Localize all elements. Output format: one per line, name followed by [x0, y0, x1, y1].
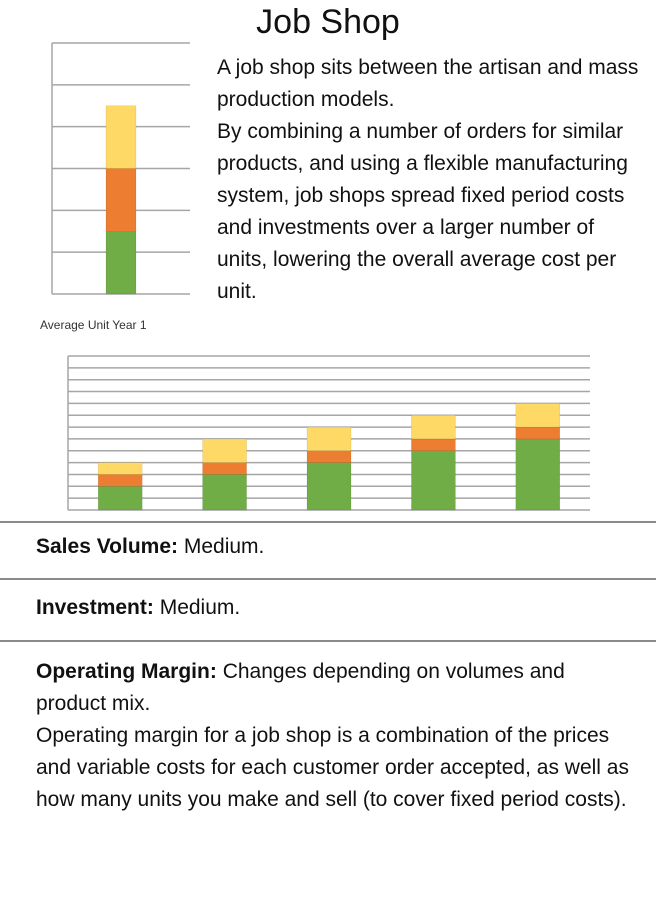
bar-segment	[411, 450, 456, 511]
bar-segment	[411, 438, 456, 452]
bar-segment	[97, 486, 143, 511]
bar-segment	[97, 462, 143, 475]
bar-segment	[202, 474, 247, 511]
bar-segment	[202, 462, 247, 475]
bar-segment	[411, 414, 456, 440]
bar-segment	[202, 438, 247, 463]
bar-segment	[306, 450, 352, 463]
bar-segment	[105, 168, 137, 232]
bar-segment	[105, 231, 137, 295]
investment-value: Medium.	[159, 596, 241, 619]
intro-paragraph-2: By combining a number of orders for simi…	[217, 120, 628, 303]
investment-label: Investment:	[36, 596, 154, 619]
bar-segment	[515, 438, 561, 511]
bar-segment	[306, 462, 352, 511]
operating-margin-detail: Operating margin for a job shop is a com…	[36, 724, 629, 811]
sales-volume-label: Sales Volume:	[36, 535, 178, 558]
operating-margin-section: Operating Margin: Changes depending on v…	[0, 640, 656, 910]
sales-volume-section: Sales Volume: Medium.	[0, 521, 656, 579]
sales-volume-value: Medium.	[183, 535, 265, 558]
bar-segment	[97, 474, 143, 487]
intro-paragraph-1: A job shop sits between the artisan and …	[217, 56, 639, 111]
volume-cost-chart	[67, 355, 590, 511]
operating-margin-value: Changes depending on volumes and product…	[36, 660, 565, 715]
page-title: Job Shop	[256, 3, 400, 41]
bar-segment	[515, 426, 561, 440]
bar-segment	[515, 403, 561, 428]
operating-margin-label: Operating Margin:	[36, 660, 217, 683]
small-chart-category-label: Average Unit Year 1	[40, 318, 147, 332]
bar-segment	[105, 105, 137, 169]
average-unit-chart	[51, 42, 190, 295]
bar-segment	[306, 426, 352, 452]
intro-text: A job shop sits between the artisan and …	[217, 52, 647, 308]
investment-section: Investment: Medium.	[0, 578, 656, 641]
